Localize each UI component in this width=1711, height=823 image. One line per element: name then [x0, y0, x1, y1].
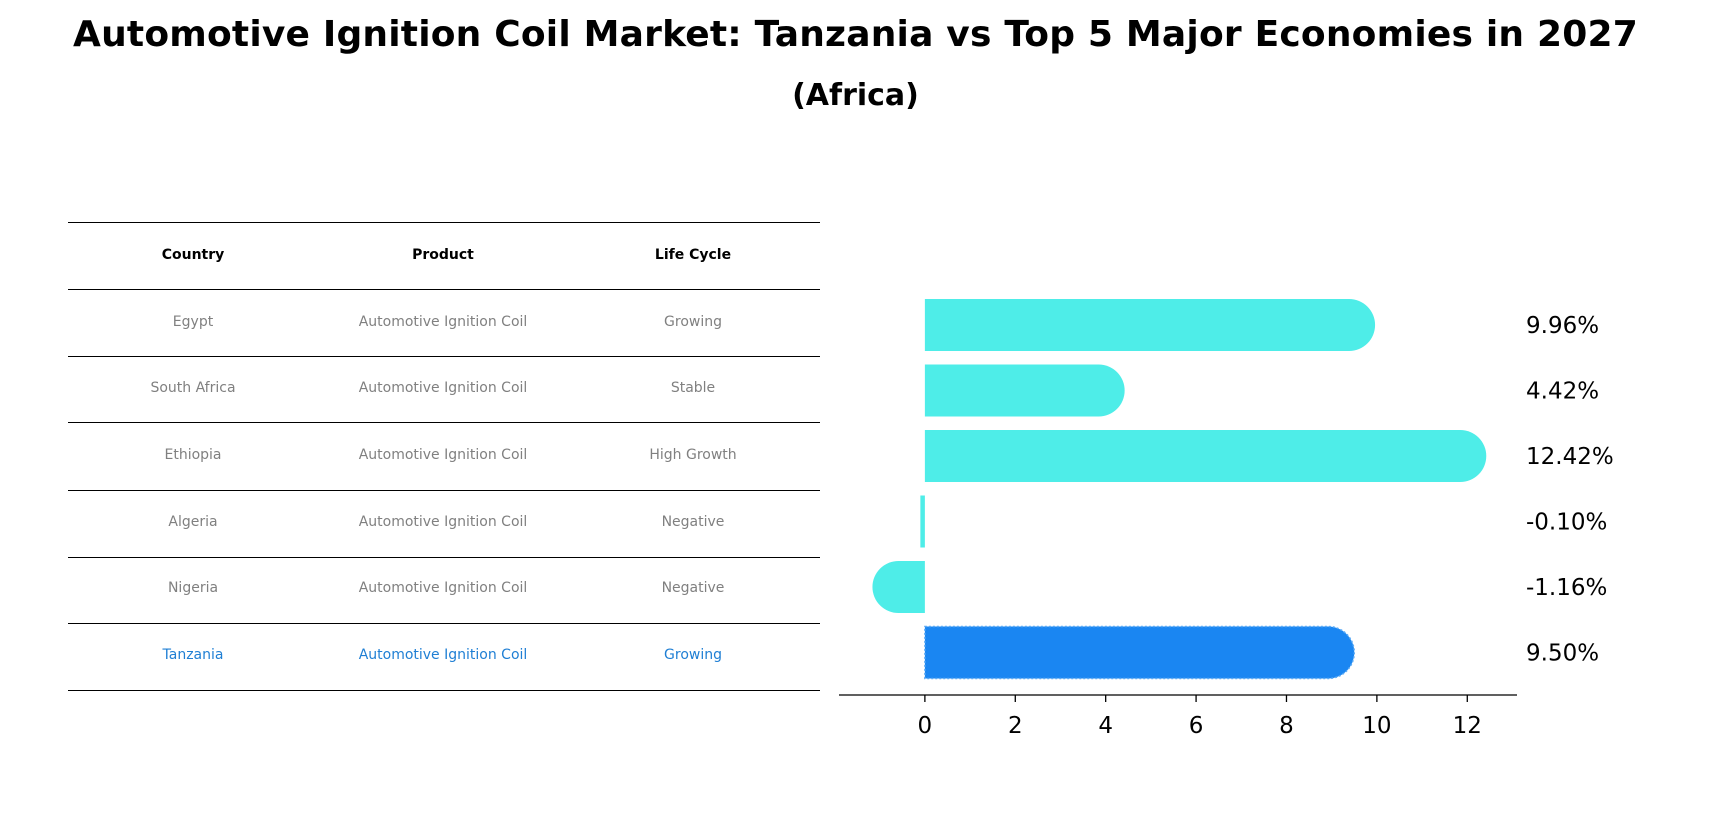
- x-tick-label: 0: [918, 713, 933, 739]
- x-tick-label: 12: [1453, 713, 1482, 739]
- cell-product: Automotive Ignition Coil: [358, 514, 528, 530]
- data-label: -0.10%: [1526, 510, 1607, 536]
- table-rule: [68, 222, 820, 223]
- cell-country: Egypt: [172, 314, 214, 330]
- data-label: 9.96%: [1526, 313, 1599, 339]
- bar-ethiopia: [924, 430, 1487, 482]
- bar-tanzania: [924, 625, 1356, 680]
- cell-country: Algeria: [168, 514, 218, 530]
- table-rule: [68, 356, 820, 357]
- data-label: 9.50%: [1526, 641, 1599, 667]
- bar-egypt: [924, 299, 1376, 351]
- cell-country: Ethiopia: [164, 447, 222, 463]
- bar-nigeria: [872, 561, 925, 613]
- table-rule: [68, 557, 820, 558]
- x-tick-label: 10: [1362, 713, 1391, 739]
- cell-product: Automotive Ignition Coil: [358, 314, 528, 330]
- bar-south-africa: [924, 364, 1125, 417]
- cell-product: Automotive Ignition Coil: [358, 580, 528, 596]
- x-tick-label: 4: [1098, 713, 1113, 739]
- cell-life-cycle: Growing: [664, 314, 722, 330]
- x-tick-label: 2: [1008, 713, 1023, 739]
- table-rule: [68, 422, 820, 423]
- cell-product-highlight: Automotive Ignition Coil: [358, 647, 528, 663]
- header-product: Product: [412, 247, 474, 263]
- data-label: 4.42%: [1526, 379, 1599, 405]
- cell-life-cycle: Stable: [670, 380, 716, 396]
- cell-country: Nigeria: [167, 580, 219, 596]
- bar-algeria: [920, 495, 925, 548]
- x-tick-label: 6: [1189, 713, 1204, 739]
- cell-life-cycle-highlight: Growing: [664, 647, 722, 663]
- data-label: -1.16%: [1526, 575, 1607, 601]
- chart-subtitle: (Africa): [792, 78, 919, 113]
- table-rule: [68, 289, 820, 290]
- cell-country-highlight: Tanzania: [162, 647, 224, 663]
- cell-product: Automotive Ignition Coil: [358, 447, 528, 463]
- cell-life-cycle: Negative: [661, 580, 725, 596]
- table-rule: [68, 690, 820, 691]
- cell-country: South Africa: [150, 380, 236, 396]
- cell-life-cycle: Negative: [661, 514, 725, 530]
- x-tick-label: 8: [1279, 713, 1294, 739]
- header-life-cycle: Life Cycle: [654, 247, 732, 263]
- table-rule: [68, 490, 820, 491]
- cell-life-cycle: High Growth: [649, 447, 737, 463]
- data-label: 12.42%: [1526, 444, 1614, 470]
- growth-bar-chart: 9.96% 4.42% 12.42% -0.10% -1.16% 9.50% 0 2 4 6 8 10…: [839, 299, 1614, 739]
- header-country: Country: [161, 247, 225, 263]
- chart-title: Automotive Ignition Coil Market: Tanzani…: [73, 14, 1638, 55]
- table-rule: [68, 623, 820, 624]
- cell-product: Automotive Ignition Coil: [358, 380, 528, 396]
